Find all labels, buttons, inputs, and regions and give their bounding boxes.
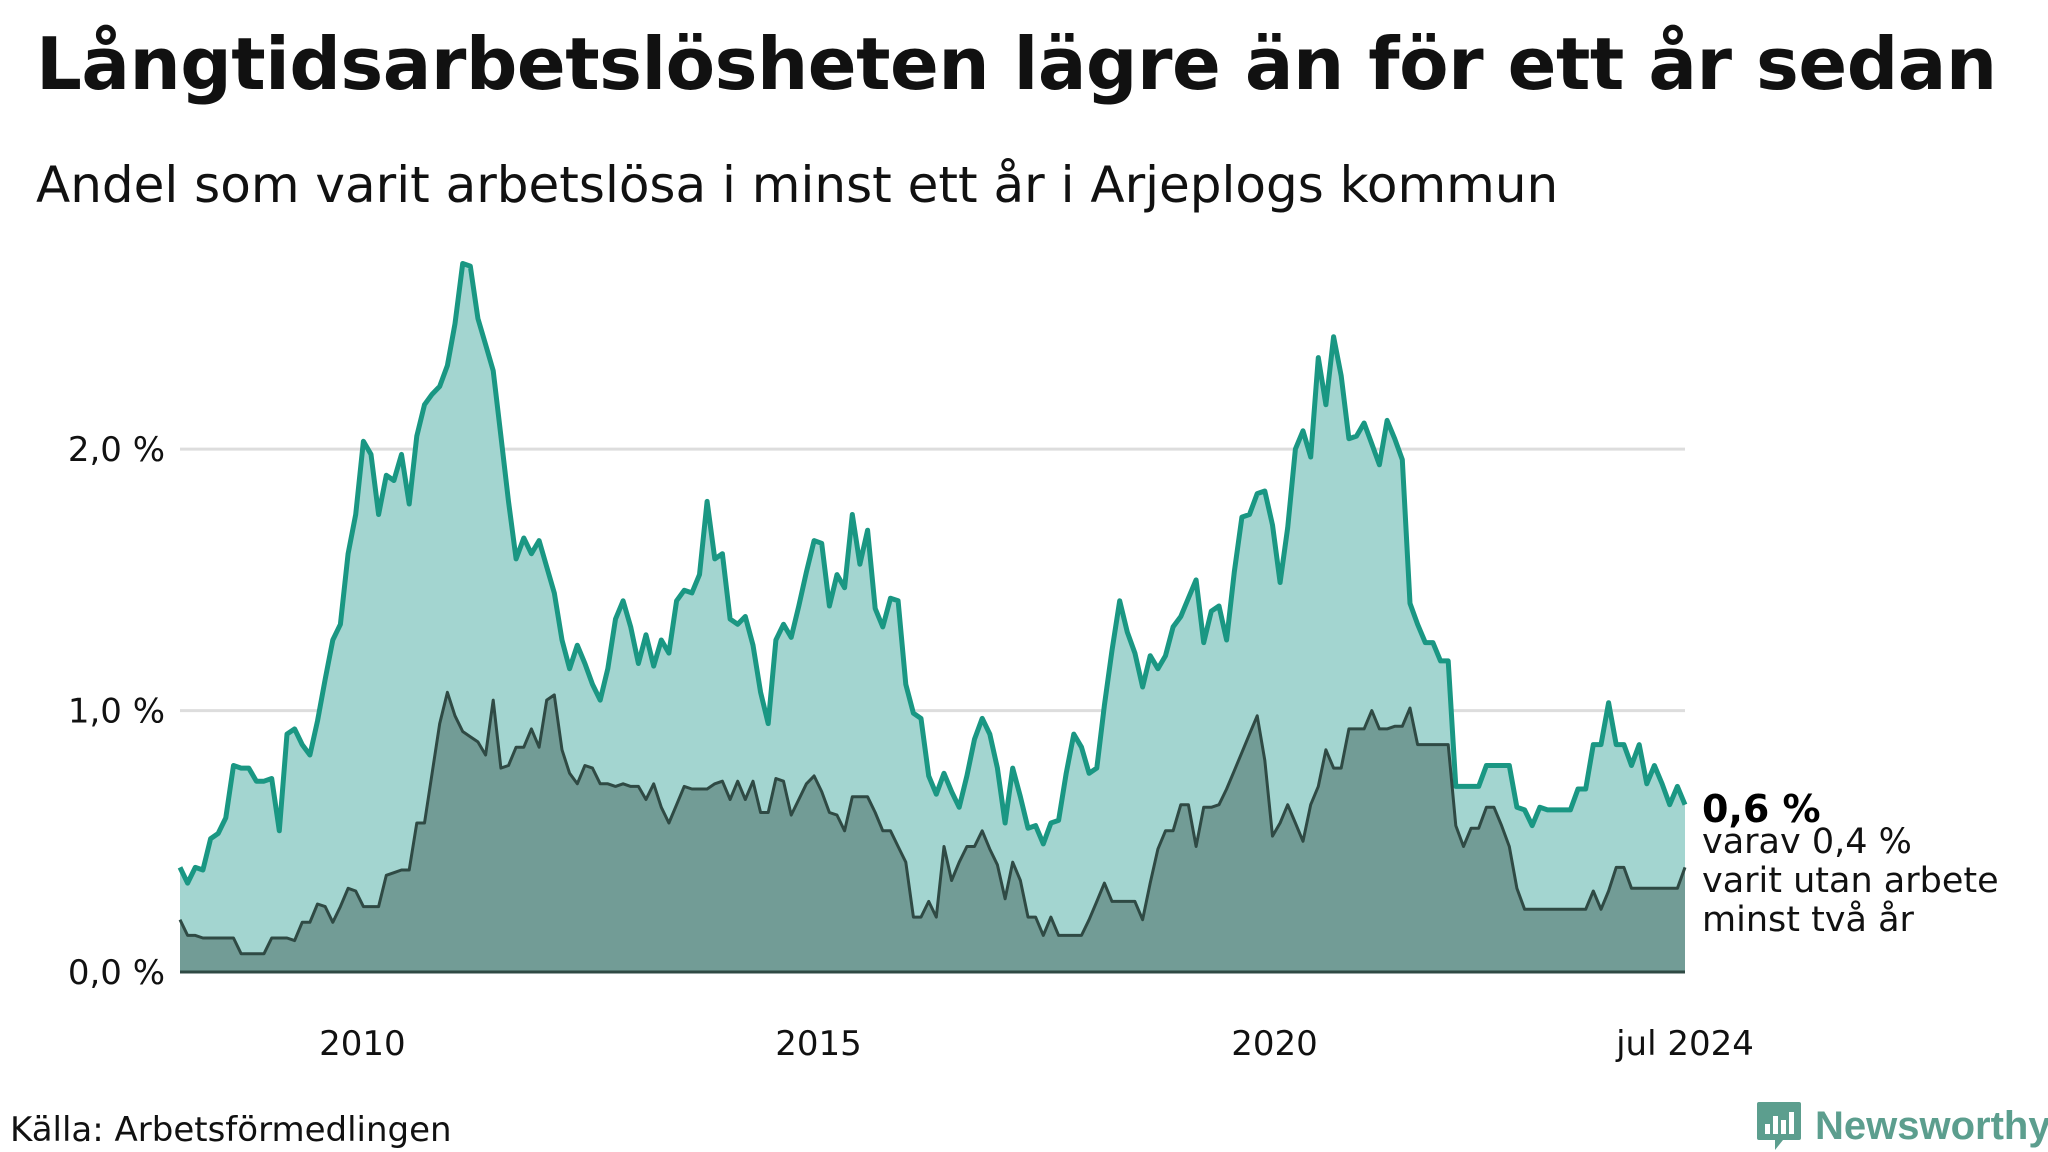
source-note: Källa: Arbetsförmedlingen — [10, 1110, 452, 1150]
sub-series-line — [178, 690, 1687, 956]
x-tick-label: 2010 — [319, 1024, 406, 1064]
y-tick-label: 2,0 % — [68, 430, 165, 470]
brand-name: Newsworthy — [1815, 1103, 2048, 1148]
end-annotation: 0,6 % varav 0,4 % varit utan arbete mins… — [1702, 787, 1999, 940]
y-tick-label: 1,0 % — [68, 692, 165, 732]
annotation-value: 0,6 % — [1702, 787, 1821, 831]
brand-logo[interactable]: Newsworthy — [1755, 1100, 2048, 1152]
annotation-line1: varav 0,4 % — [1702, 822, 1912, 862]
chart-title: Långtidsarbetslösheten lägre än för ett … — [36, 22, 1997, 106]
y-axis-ticks: 0,0 % 1,0 % 2,0 % — [68, 430, 165, 993]
chart-subtitle: Andel som varit arbetslösa i minst ett å… — [36, 156, 1559, 214]
x-tick-label: 2020 — [1231, 1024, 1318, 1064]
y-tick-label: 0,0 % — [68, 953, 165, 993]
annotation-line3: minst två år — [1702, 899, 1915, 940]
main-series-line — [177, 261, 1688, 886]
chart-areas — [177, 261, 1688, 972]
sub-series-area — [180, 692, 1685, 972]
x-tick-label: 2015 — [775, 1024, 862, 1064]
annotation-line2: varit utan arbete — [1702, 861, 1999, 901]
x-tick-label: jul 2024 — [1615, 1024, 1754, 1064]
bar-chart-speech-bubble-icon — [1757, 1102, 1801, 1150]
x-axis-ticks: 2010 2015 2020 jul 2024 — [319, 1024, 1754, 1064]
